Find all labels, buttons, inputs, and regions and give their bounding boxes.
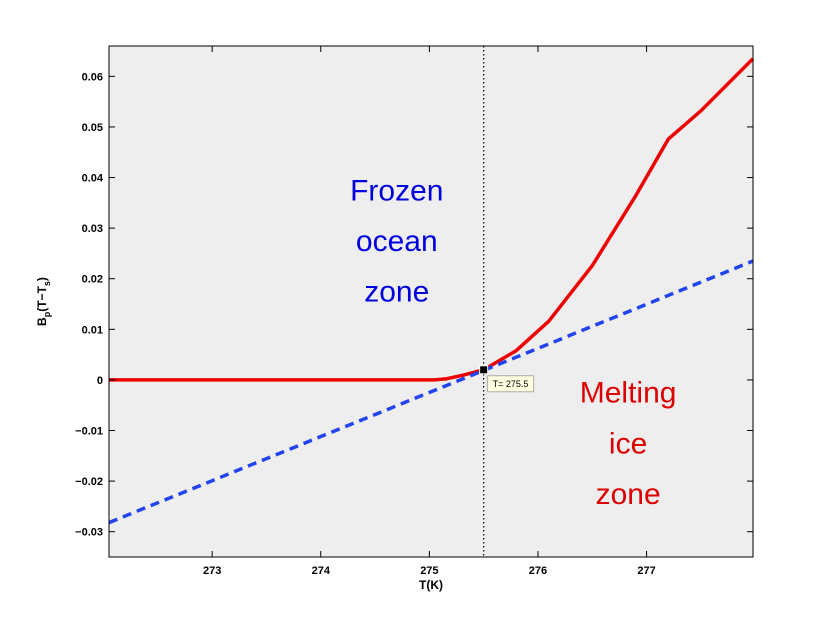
y-axis-label-mid: (T−T <box>35 285 49 311</box>
x-tick-label: 277 <box>637 565 655 577</box>
melting-ice-zone-label: Melting <box>580 377 677 410</box>
y-tick-label: 0.01 <box>82 324 103 336</box>
x-tick-label: 274 <box>312 565 331 577</box>
data-tip-text: T= 275.5 <box>493 379 529 389</box>
y-tick-label: 0.04 <box>82 173 104 185</box>
frozen-ocean-zone-label: ocean <box>356 225 438 258</box>
y-axis-label-main: B <box>35 317 49 326</box>
linear-dashed-line <box>108 259 754 525</box>
frozen-ocean-zone-label: zone <box>364 276 429 309</box>
data-tip: T= 275.5 <box>487 375 535 393</box>
series-layer <box>108 57 755 525</box>
y-tick-label: −0.03 <box>75 527 103 539</box>
data-tip-box <box>487 375 535 393</box>
y-tick-label: 0.05 <box>82 122 103 134</box>
tick-layer: 273 274 275 276 277 0.06 0.05 0.04 0.03 0.02 0.01 0… <box>75 46 753 577</box>
y-tick-label: −0.01 <box>75 426 103 438</box>
y-axis-label: Bp(T−Ts) <box>35 277 52 326</box>
annotation-layer: Frozen ocean zone Melting ice zone <box>350 174 676 511</box>
plot-background <box>109 46 753 557</box>
overlay-layer: T= 275.5 <box>479 46 535 557</box>
nonlinear-red-line <box>109 57 755 382</box>
y-axis-label-end: ) <box>35 277 49 281</box>
x-axis-label: T(K) <box>419 578 443 592</box>
x-tick-label: 275 <box>420 565 438 577</box>
x-tick-label: 273 <box>203 565 221 577</box>
melting-ice-zone-label: zone <box>596 478 661 511</box>
frozen-ocean-zone-label: Frozen <box>350 174 443 207</box>
y-tick-label: 0.06 <box>82 71 103 83</box>
plot-frame <box>108 45 754 558</box>
y-tick-label: 0.02 <box>82 274 103 286</box>
y-axis-label-sub-s: s <box>42 281 52 286</box>
data-cursor-marker[interactable] <box>479 365 489 375</box>
y-tick-label: 0 <box>97 375 103 387</box>
y-tick-label: 0.03 <box>82 223 103 235</box>
melting-ice-zone-label: ice <box>609 427 647 460</box>
y-axis-label-sub-p: p <box>42 311 52 317</box>
x-tick-label: 276 <box>529 565 547 577</box>
y-tick-label: −0.02 <box>75 476 103 488</box>
